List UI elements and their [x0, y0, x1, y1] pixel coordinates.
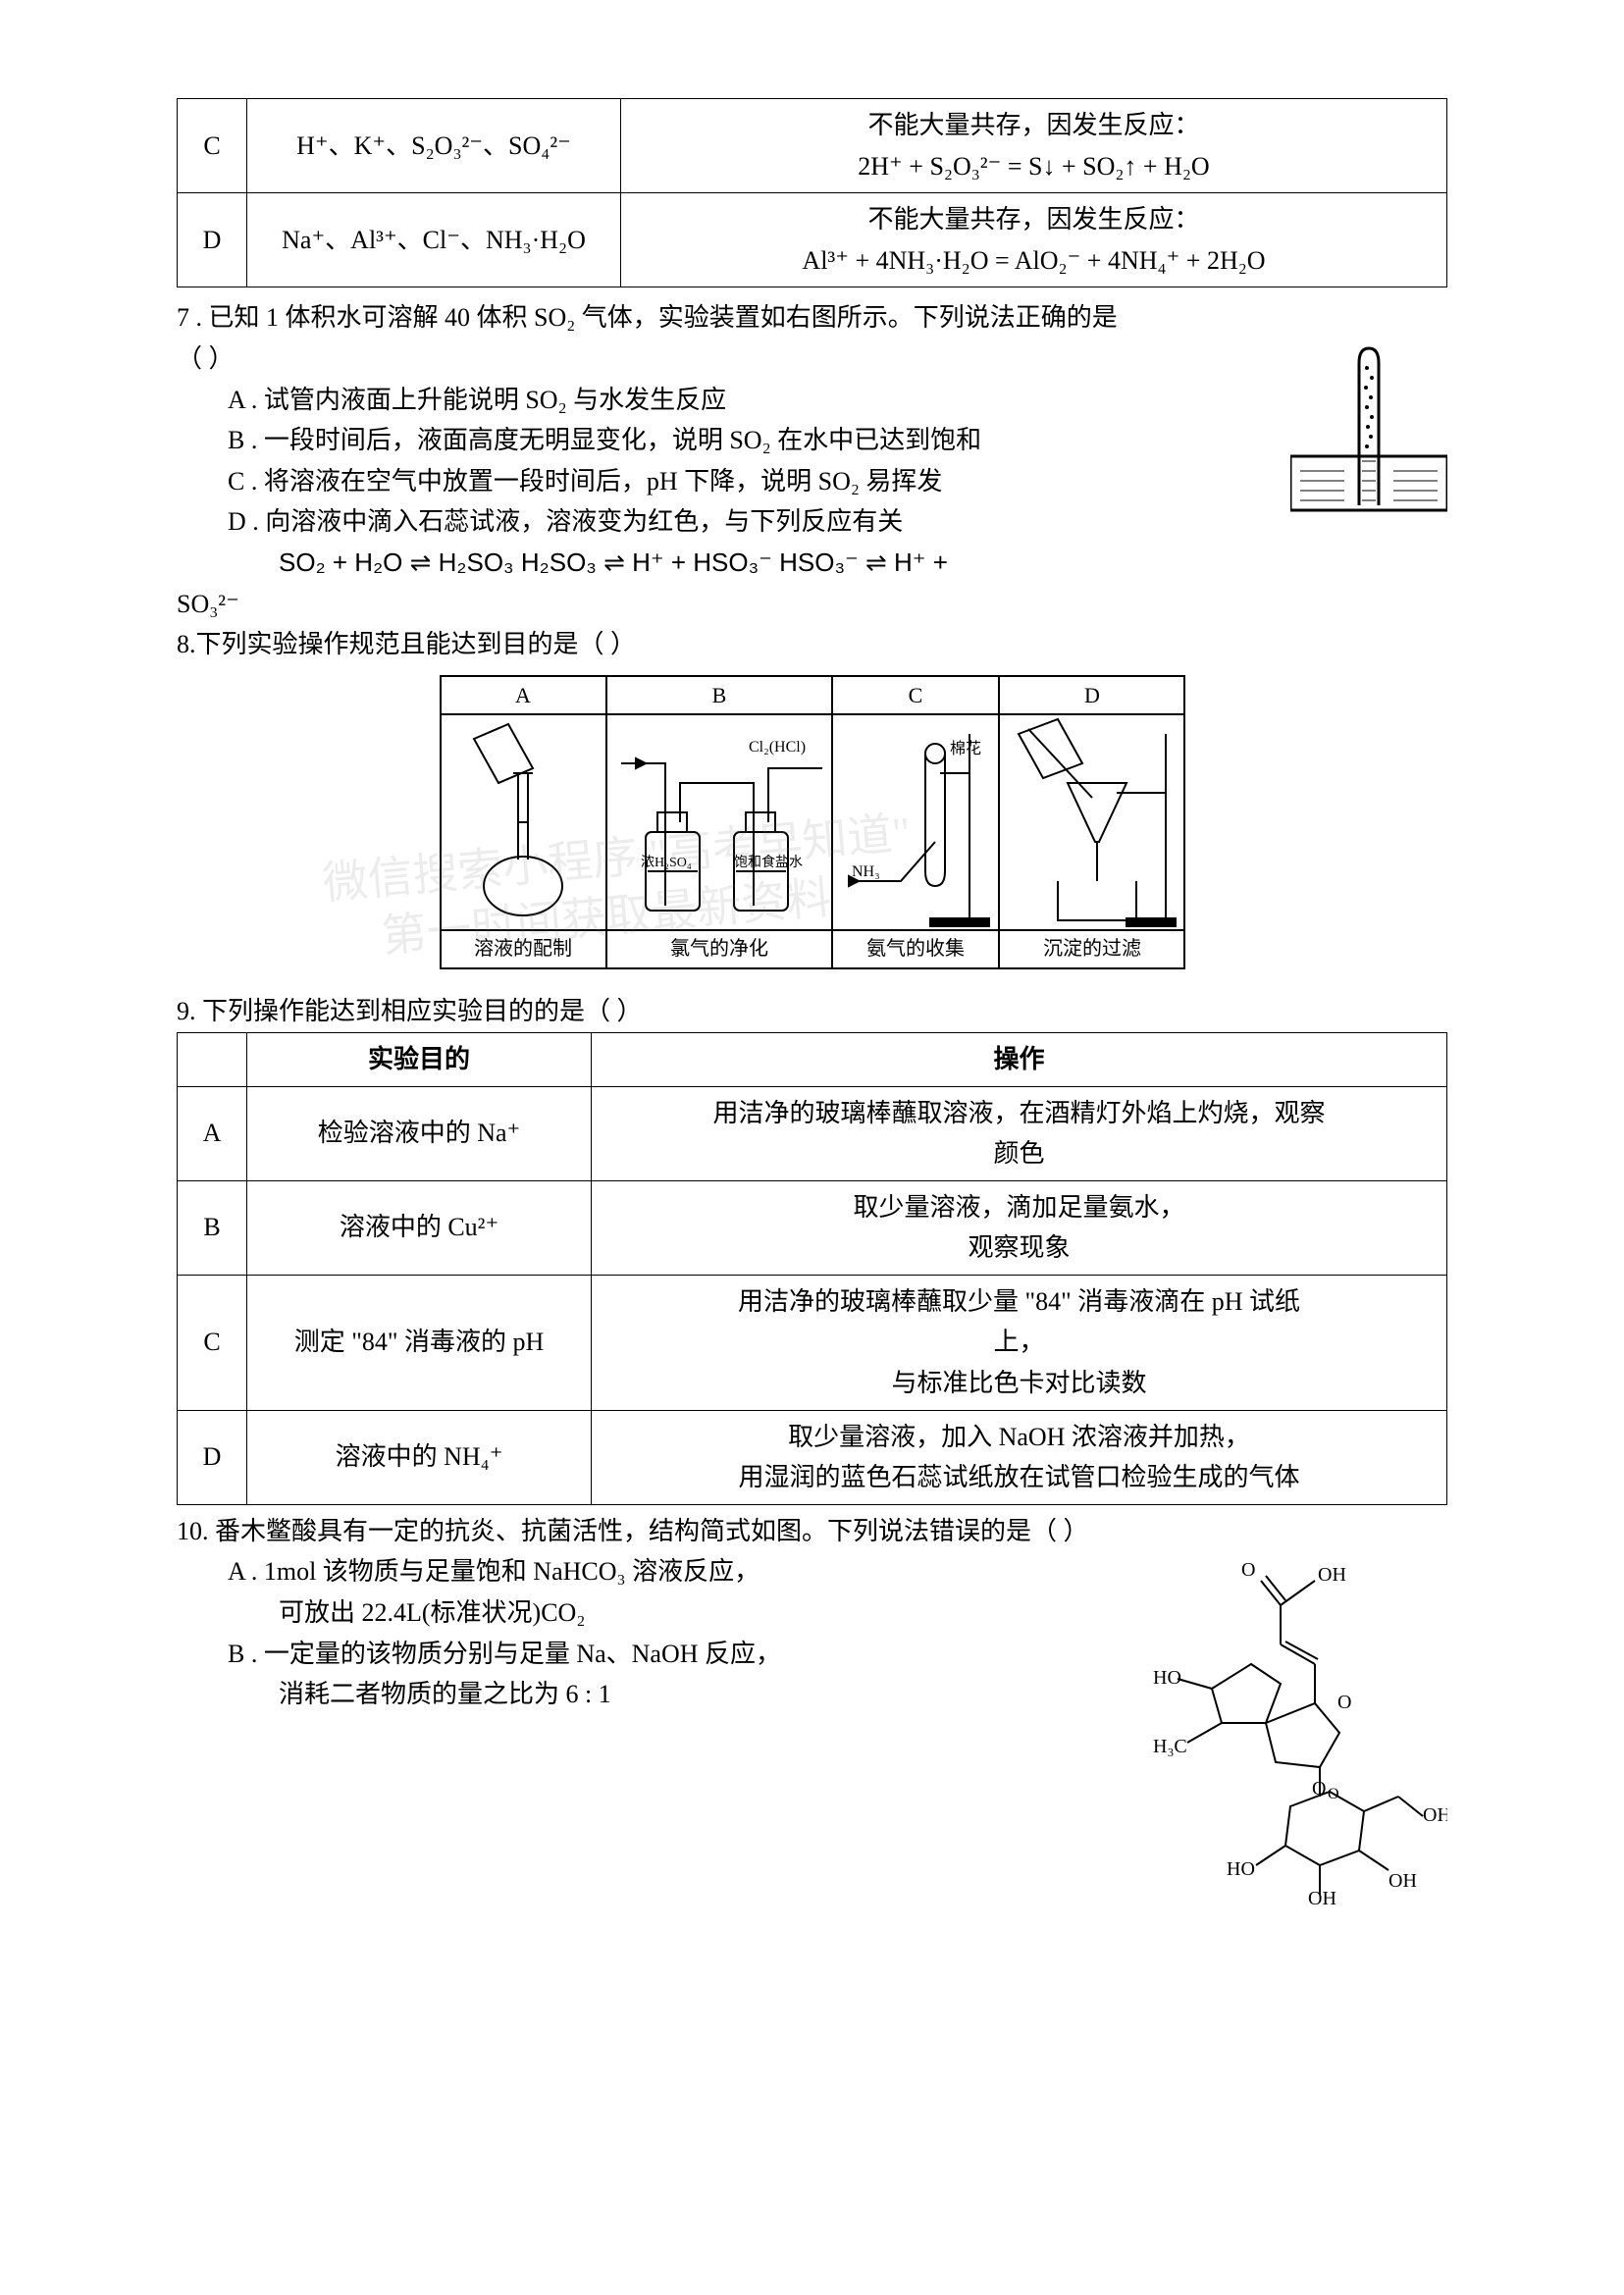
explain-line: Al³⁺ + 4NH₃·H₂O = AlO₂⁻ + 4NH₄⁺ + 2H₂O	[631, 240, 1437, 282]
q7-a: A . 试管内液面上升能说明 SO₂ 与水发生反应	[177, 380, 1447, 421]
op-line: 用洁净的玻璃棒蘸取少量 "84" 消毒液滴在 pH 试纸	[602, 1281, 1437, 1323]
q7-paren: （ ）	[177, 339, 1447, 380]
explain-line: 不能大量共存，因发生反应：	[631, 105, 1437, 146]
table-row: D Na⁺、Al³⁺、Cl⁻、NH₃·H₂O 不能大量共存，因发生反应： Al³…	[178, 193, 1447, 287]
svg-text:C: C	[908, 683, 922, 707]
q9-table: 实验目的 操作 A 检验溶液中的 Na⁺ 用洁净的玻璃棒蘸取溶液，在酒精灯外焰上…	[177, 1032, 1447, 1505]
svg-text:沉淀的过滤: 沉淀的过滤	[1043, 937, 1141, 960]
th-purpose: 实验目的	[247, 1032, 592, 1086]
cell-label: B	[178, 1180, 247, 1275]
svg-text:O: O	[1337, 1692, 1351, 1713]
svg-text:O: O	[1241, 1559, 1255, 1581]
th-blank	[178, 1032, 247, 1086]
svg-text:OH: OH	[1318, 1564, 1346, 1586]
th-op: 操作	[592, 1032, 1447, 1086]
op-line: 与标准比色卡对比读数	[602, 1363, 1437, 1404]
cell-label: C	[178, 99, 247, 193]
cell-op: 用洁净的玻璃棒蘸取溶液，在酒精灯外焰上灼烧，观察 颜色	[592, 1086, 1447, 1180]
cell-purpose: 测定 "84" 消毒液的 pH	[247, 1275, 592, 1410]
svg-text:OH: OH	[1423, 1804, 1447, 1826]
svg-text:浓H₂SO₄: 浓H₂SO₄	[641, 855, 692, 870]
q7-eqs: SO₂ + H₂O ⇌ H₂SO₃ H₂SO₃ ⇌ H⁺ + HSO₃⁻ HSO…	[177, 543, 1447, 584]
q7-stem: 7 . 已知 1 体积水可溶解 40 体积 SO₂ 气体，实验装置如右图所示。下…	[177, 297, 1447, 339]
cell-purpose: 溶液中的 NH₄⁺	[247, 1410, 592, 1504]
explain-line: 不能大量共存，因发生反应：	[631, 199, 1437, 240]
cell-ions: H⁺、K⁺、S₂O₃²⁻、SO₄²⁻	[247, 99, 621, 193]
svg-text:溶液的配制: 溶液的配制	[474, 937, 572, 960]
q10-stem: 10. 番木鳖酸具有一定的抗炎、抗菌活性，结构简式如图。下列说法错误的是（ ）	[177, 1511, 1447, 1552]
table-row: D 溶液中的 NH₄⁺ 取少量溶液，加入 NaOH 浓溶液并加热， 用湿润的蓝色…	[178, 1410, 1447, 1504]
svg-text:OH: OH	[1308, 1888, 1336, 1904]
q8-svg: A B C D 溶液的配制 氯气的净化 氨气的收集 沉淀的过滤	[440, 675, 1185, 969]
q10-body: O OH HO H₃C O O O OH OH OH HO A . 1mol 该…	[177, 1551, 1447, 1904]
svg-text:棉花: 棉花	[950, 740, 981, 757]
cell-label: A	[178, 1086, 247, 1180]
q7-d: D . 向溶液中滴入石蕊试液，溶液变为红色，与下列反应有关	[177, 501, 1447, 543]
q7-b: B . 一段时间后，液面高度无明显变化，说明 SO₂ 在水中已达到饱和	[177, 420, 1447, 461]
svg-text:氯气的净化: 氯气的净化	[670, 937, 768, 960]
op-line: 观察现象	[602, 1227, 1437, 1269]
op-line: 上，	[602, 1322, 1437, 1363]
q9-stem: 9. 下列操作能达到相应实验目的的是（ ）	[177, 991, 1447, 1032]
op-line: 用洁净的玻璃棒蘸取溶液，在酒精灯外焰上灼烧，观察	[602, 1093, 1437, 1134]
explain-line: 2H⁺ + S₂O₃²⁻ = S↓ + SO₂↑ + H₂O	[631, 146, 1437, 187]
cell-label: C	[178, 1275, 247, 1410]
op-line: 用湿润的蓝色石蕊试纸放在试管口检验生成的气体	[602, 1457, 1437, 1498]
table-row: B 溶液中的 Cu²⁺ 取少量溶液，滴加足量氨水， 观察现象	[178, 1180, 1447, 1275]
svg-text:Cl₂(HCl): Cl₂(HCl)	[749, 739, 806, 756]
cell-label: D	[178, 193, 247, 287]
q7-eqs-tail: SO₃²⁻	[177, 584, 1447, 625]
table-row: A 检验溶液中的 Na⁺ 用洁净的玻璃棒蘸取溶液，在酒精灯外焰上灼烧，观察 颜色	[178, 1086, 1447, 1180]
cell-explain: 不能大量共存，因发生反应： 2H⁺ + S₂O₃²⁻ = S↓ + SO₂↑ +…	[621, 99, 1447, 193]
svg-text:B: B	[711, 683, 726, 707]
table-row: C H⁺、K⁺、S₂O₃²⁻、SO₄²⁻ 不能大量共存，因发生反应： 2H⁺ +…	[178, 99, 1447, 193]
svg-text:A: A	[515, 683, 531, 707]
table-top: C H⁺、K⁺、S₂O₃²⁻、SO₄²⁻ 不能大量共存，因发生反应： 2H⁺ +…	[177, 98, 1447, 287]
q10-structure: O OH HO H₃C O O O OH OH OH HO	[1094, 1551, 1447, 1904]
cell-op: 取少量溶液，滴加足量氨水， 观察现象	[592, 1180, 1447, 1275]
cell-purpose: 溶液中的 Cu²⁺	[247, 1180, 592, 1275]
q7-c: C . 将溶液在空气中放置一段时间后，pH 下降，说明 SO₂ 易挥发	[177, 461, 1447, 502]
svg-text:氨气的收集: 氨气的收集	[866, 937, 965, 960]
svg-text:OH: OH	[1388, 1870, 1417, 1892]
svg-text:HO: HO	[1153, 1667, 1181, 1689]
svg-text:O: O	[1328, 1786, 1339, 1802]
svg-text:HO: HO	[1227, 1858, 1255, 1880]
cell-explain: 不能大量共存，因发生反应： Al³⁺ + 4NH₃·H₂O = AlO₂⁻ + …	[621, 193, 1447, 287]
op-line: 取少量溶液，加入 NaOH 浓溶液并加热，	[602, 1417, 1437, 1458]
q7: 7 . 已知 1 体积水可溶解 40 体积 SO₂ 气体，实验装置如右图所示。下…	[177, 297, 1447, 624]
table-header-row: 实验目的 操作	[178, 1032, 1447, 1086]
svg-text:D: D	[1084, 683, 1100, 707]
q8-stem: 8.下列实验操作规范且能达到目的是（ ）	[177, 624, 1447, 665]
cell-ions: Na⁺、Al³⁺、Cl⁻、NH₃·H₂O	[247, 193, 621, 287]
op-line: 取少量溶液，滴加足量氨水，	[602, 1187, 1437, 1228]
op-line: 颜色	[602, 1133, 1437, 1174]
svg-text:H₃C: H₃C	[1153, 1736, 1187, 1757]
table-row: C 测定 "84" 消毒液的 pH 用洁净的玻璃棒蘸取少量 "84" 消毒液滴在…	[178, 1275, 1447, 1410]
q8-figure: 微信搜索小程序 "高考早知道" 第一时间获取最新资料 A B C D 溶液的配制…	[440, 675, 1185, 982]
exam-page: C H⁺、K⁺、S₂O₃²⁻、SO₄²⁻ 不能大量共存，因发生反应： 2H⁺ +…	[0, 0, 1624, 2295]
cell-op: 用洁净的玻璃棒蘸取少量 "84" 消毒液滴在 pH 试纸 上， 与标准比色卡对比…	[592, 1275, 1447, 1410]
cell-purpose: 检验溶液中的 Na⁺	[247, 1086, 592, 1180]
svg-text:饱和食盐水: 饱和食盐水	[734, 854, 803, 870]
svg-text:O: O	[1312, 1778, 1326, 1799]
cell-op: 取少量溶液，加入 NaOH 浓溶液并加热， 用湿润的蓝色石蕊试纸放在试管口检验生…	[592, 1410, 1447, 1504]
svg-text:NH₃: NH₃	[852, 863, 880, 880]
q7-figure	[1290, 339, 1447, 515]
cell-label: D	[178, 1410, 247, 1504]
